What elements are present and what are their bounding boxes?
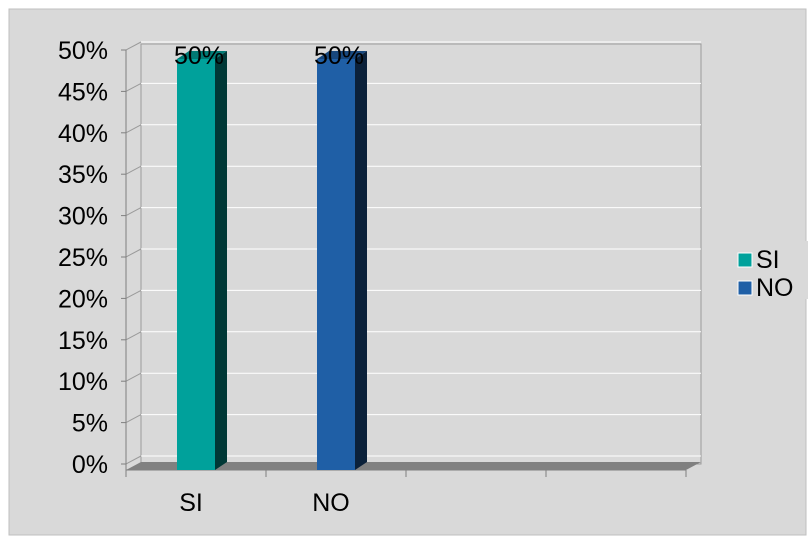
gridline-side — [125, 124, 142, 134]
y-tick-label: 15% — [58, 327, 108, 355]
legend-label-si: SI — [756, 246, 780, 274]
gridline-side — [125, 455, 142, 465]
gridline-side — [125, 41, 142, 51]
gridline-side — [125, 414, 142, 424]
back-wall — [140, 43, 702, 465]
gridline-side — [125, 82, 142, 92]
labels: 0% 5% 10% 15% 20% 25% 30% 35% 40% 45% 50% 50% SI 50% N… — [58, 37, 364, 517]
x-tick-label: NO — [312, 489, 350, 517]
gridline-side — [125, 372, 142, 382]
y-tick-label: 5% — [72, 410, 108, 438]
gridline-side — [125, 289, 142, 299]
chart-floor — [126, 462, 701, 470]
y-tick-label: 45% — [58, 78, 108, 106]
axes — [121, 49, 687, 477]
legend-swatch-si — [737, 252, 753, 268]
bar-no — [317, 59, 355, 470]
bar-top-no — [317, 51, 367, 59]
gridlines — [125, 41, 702, 470]
y-tick-label: 0% — [72, 451, 108, 479]
gridline-side — [125, 207, 142, 217]
data-label: 50% — [314, 42, 364, 70]
legend-swatch-no — [737, 280, 753, 296]
bars — [177, 51, 367, 470]
y-tick-label: 30% — [58, 203, 108, 231]
y-tick-label: 40% — [58, 120, 108, 148]
gridline-side — [125, 331, 142, 341]
legend-label-no: NO — [756, 274, 794, 302]
gridline-side — [125, 248, 142, 258]
bar-si — [177, 59, 215, 470]
x-tick-label: SI — [179, 489, 203, 517]
bar-side-si — [215, 51, 227, 470]
y-tick-label: 25% — [58, 244, 108, 272]
y-tick-label: 35% — [58, 161, 108, 189]
y-tick-label: 20% — [58, 285, 108, 313]
y-tick-label: 10% — [58, 368, 108, 396]
gridline-side — [125, 165, 142, 175]
data-label: 50% — [174, 42, 224, 70]
bar-side-no — [355, 51, 367, 470]
y-tick-label: 50% — [58, 37, 108, 65]
bar-top-si — [177, 51, 227, 59]
